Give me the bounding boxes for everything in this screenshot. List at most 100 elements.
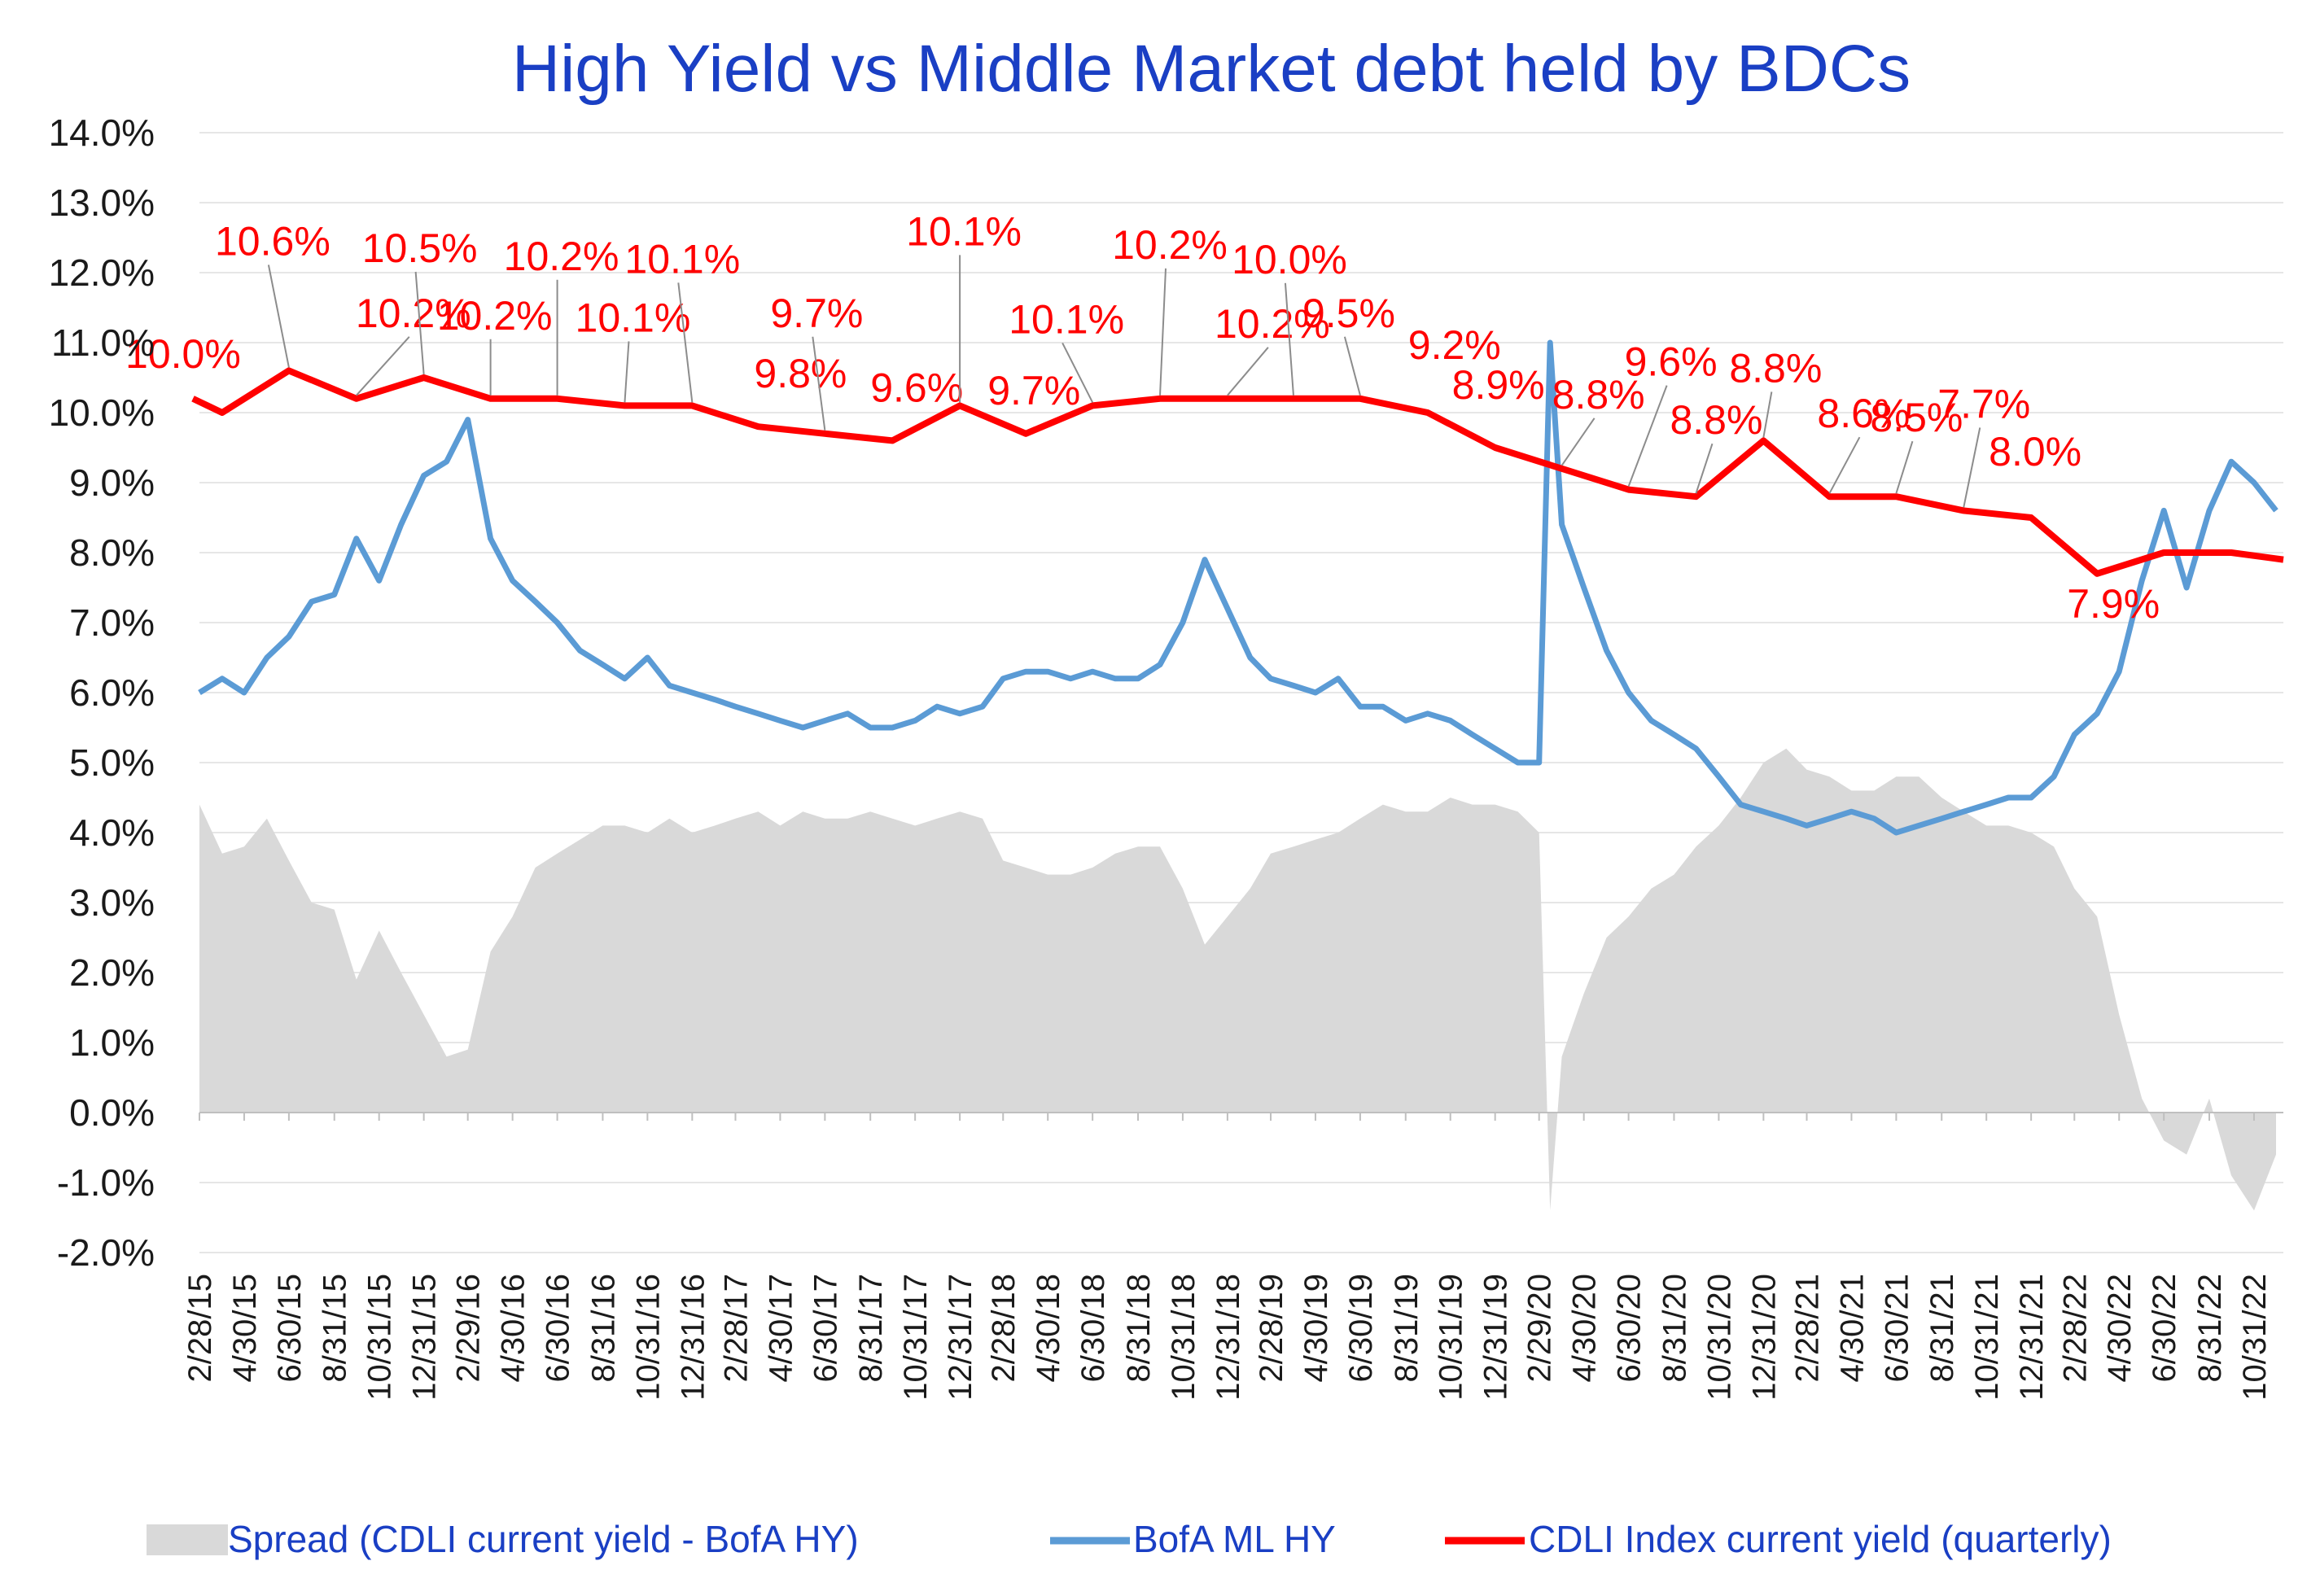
cdli-data-label: 8.8% — [1729, 345, 1822, 391]
x-tick-label: 12/31/16 — [675, 1274, 711, 1401]
legend-label-hy: BofA ML HY — [1133, 1518, 1336, 1560]
x-tick-label: 12/31/18 — [1210, 1274, 1246, 1401]
x-tick-label: 8/31/20 — [1657, 1274, 1692, 1382]
label-leader-line — [1159, 268, 1167, 396]
x-tick-label: 2/28/17 — [718, 1274, 754, 1382]
x-tick-label: 12/31/21 — [2014, 1274, 2050, 1401]
cdli-data-label: 10.2% — [504, 234, 619, 279]
x-tick-label: 8/31/15 — [317, 1274, 353, 1382]
x-tick-label: 6/30/22 — [2147, 1274, 2182, 1382]
x-tick-label: 6/30/19 — [1343, 1274, 1379, 1382]
x-tick-label: 4/30/22 — [2102, 1274, 2138, 1382]
label-leader-line — [414, 271, 425, 375]
y-tick-label: 4.0% — [69, 811, 155, 854]
x-tick-label: 10/31/16 — [630, 1274, 666, 1401]
x-tick-label: 2/28/22 — [2057, 1274, 2093, 1382]
x-tick-label: 12/31/15 — [407, 1274, 443, 1401]
x-tick-label: 8/31/16 — [585, 1274, 621, 1382]
y-tick-label: 11.0% — [51, 321, 155, 364]
x-tick-label: 8/31/19 — [1389, 1274, 1425, 1382]
y-tick-label: 3.0% — [69, 881, 155, 924]
cdli-data-label: 10.1% — [906, 208, 1022, 254]
label-leader-line — [1343, 336, 1361, 396]
cdli-data-label: 9.6% — [870, 365, 963, 410]
x-tick-label: 6/30/20 — [1612, 1274, 1648, 1382]
x-tick-label: 10/31/18 — [1166, 1274, 1202, 1401]
x-tick-label: 2/28/21 — [1789, 1274, 1825, 1382]
label-leader-line — [1284, 282, 1294, 396]
x-tick-label: 8/31/18 — [1121, 1274, 1157, 1382]
x-tick-label: 2/29/20 — [1522, 1274, 1558, 1382]
x-tick-label: 4/30/18 — [1031, 1274, 1066, 1382]
x-tick-label: 8/31/21 — [1924, 1274, 1960, 1382]
x-tick-label: 2/29/16 — [451, 1274, 487, 1382]
cdli-data-label: 10.0% — [125, 331, 241, 377]
bofa-hy-line-layer — [198, 339, 2278, 836]
cdli-data-label: 8.8% — [1670, 397, 1762, 443]
x-tick-label: 4/30/16 — [496, 1274, 532, 1382]
cdli-data-label: 10.5% — [362, 225, 478, 271]
x-tick-label: 6/30/15 — [272, 1274, 308, 1382]
label-leader-line — [1695, 443, 1714, 494]
cdli-data-label: 8.9% — [1452, 362, 1545, 408]
x-tick-label: 10/31/20 — [1701, 1274, 1737, 1401]
x-tick-label: 10/31/22 — [2237, 1274, 2273, 1401]
cdli-line-layer — [191, 367, 2284, 577]
label-leader-line — [1762, 391, 1773, 438]
x-tick-label: 4/30/19 — [1298, 1274, 1334, 1382]
x-tick-label: 10/31/15 — [362, 1274, 398, 1401]
y-tick-label: 6.0% — [69, 671, 155, 714]
chart-title: High Yield vs Middle Market debt held by… — [512, 32, 1911, 106]
x-tick-label: 6/30/16 — [541, 1274, 576, 1382]
x-tick-label: 4/30/20 — [1567, 1274, 1603, 1382]
x-tick-label: 12/31/20 — [1746, 1274, 1782, 1401]
x-tick-label: 6/30/21 — [1879, 1274, 1915, 1382]
bofa-hy-line — [198, 339, 2278, 836]
cdli-data-label: 10.2% — [1215, 301, 1330, 347]
y-tick-label: 5.0% — [69, 741, 155, 784]
cdli-data-label: 9.7% — [987, 368, 1080, 413]
cdli-data-label: 9.8% — [754, 351, 847, 396]
cdli-data-label: 8.6% — [1817, 391, 1910, 436]
cdli-data-label: 10.1% — [624, 236, 740, 282]
y-tick-label: -2.0% — [57, 1231, 155, 1274]
cdli-data-label: 10.2% — [356, 291, 471, 336]
x-tick-label: 4/30/17 — [763, 1274, 799, 1382]
y-axis: -2.0% -1.0% 0.0% 1.0% 2.0% 3.0% 4.0% 5.0% 6.0% 7.… — [49, 112, 2283, 1274]
y-tick-label: 9.0% — [69, 461, 155, 504]
y-tick-label: 10.0% — [49, 391, 155, 434]
label-leader-line — [812, 336, 826, 431]
cdli-data-label: 10.2% — [1112, 222, 1228, 268]
label-leader-line — [1227, 347, 1269, 396]
x-tick-label: 6/30/18 — [1075, 1274, 1111, 1382]
y-tick-label: 8.0% — [69, 531, 155, 574]
x-tick-label: 2/28/18 — [986, 1274, 1022, 1382]
x-tick-label: 10/31/17 — [898, 1274, 934, 1401]
y-tick-label: 1.0% — [69, 1021, 155, 1064]
x-tick-label: 4/30/15 — [227, 1274, 263, 1382]
cdli-line — [191, 367, 2284, 577]
y-tick-label: 2.0% — [69, 951, 155, 994]
cdli-data-label: 9.2% — [1408, 322, 1501, 368]
label-leader-line — [1561, 418, 1596, 466]
legend-label-spread: Spread (CDLI current yield - BofA HY) — [228, 1518, 859, 1560]
cdli-data-label: 10.2% — [437, 293, 553, 339]
cdli-data-label: 7.7% — [1937, 381, 2030, 426]
y-tick-label: 7.0% — [69, 601, 155, 644]
y-tick-label: 12.0% — [49, 251, 155, 294]
spread-area-layer — [199, 748, 2276, 1211]
cdli-data-label: 9.7% — [770, 291, 863, 336]
y-tick-label: -1.0% — [57, 1161, 155, 1204]
x-tick-label: 6/30/17 — [808, 1274, 843, 1382]
label-leader-line — [624, 341, 630, 403]
x-tick-label: 12/31/19 — [1478, 1274, 1514, 1401]
x-tick-label: 4/30/21 — [1834, 1274, 1870, 1382]
legend: Spread (CDLI current yield - BofA HY) Bo… — [147, 1518, 2112, 1560]
legend-label-cdli: CDLI Index current yield (quarterly) — [1529, 1518, 2112, 1560]
label-leader-line — [1062, 342, 1094, 403]
label-leader-line — [677, 282, 694, 403]
y-tick-label: 0.0% — [69, 1091, 155, 1134]
cdli-data-labels: 10.0%10.6%10.2%10.5%10.2%10.2%10.1%10.1%… — [125, 208, 2160, 626]
cdli-data-label: 9.5% — [1302, 291, 1395, 336]
cdli-data-label: 8.5% — [1870, 395, 1963, 440]
